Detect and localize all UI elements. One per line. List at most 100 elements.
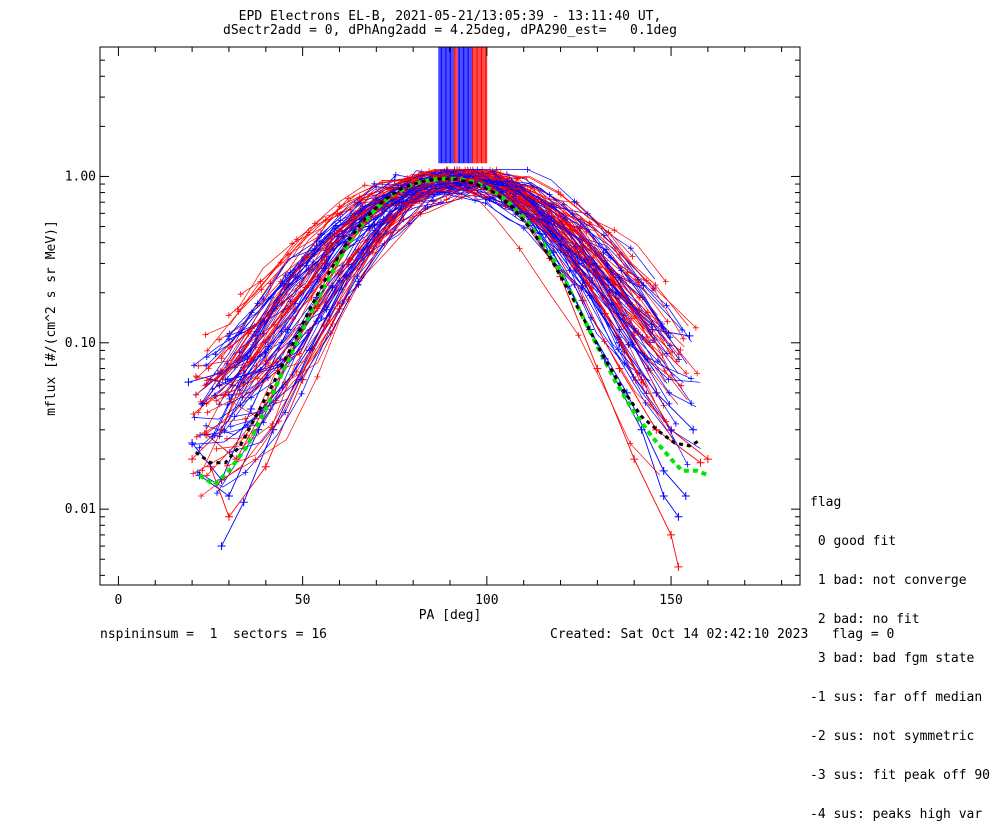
series-marker (254, 300, 261, 307)
x-tick-label: 150 (659, 593, 682, 608)
series-marker (584, 240, 591, 247)
series-marker (192, 373, 199, 380)
series-marker (197, 398, 204, 405)
series-marker (191, 414, 198, 421)
series-marker (577, 216, 584, 223)
series-marker (625, 341, 632, 348)
series-marker (569, 211, 576, 218)
series-marker (224, 401, 231, 408)
series-marker (514, 175, 521, 182)
footer-created-info: Created: Sat Oct 14 02:42:10 2023 flag =… (550, 627, 895, 642)
series-marker (600, 232, 607, 239)
series-marker (267, 294, 274, 301)
series-marker (234, 306, 241, 313)
series-marker (227, 423, 234, 430)
series-marker (196, 444, 203, 451)
top-bars-layer (438, 47, 488, 164)
series-line (206, 180, 661, 476)
series-marker (190, 470, 197, 477)
series-marker (644, 309, 651, 316)
series-marker (275, 418, 282, 425)
series-marker (213, 445, 220, 452)
flag-legend: flag 0 good fit 1 bad: not converge 2 ba… (810, 470, 990, 834)
series-marker (335, 270, 342, 277)
series-marker (225, 312, 232, 319)
series-marker (204, 347, 211, 354)
series-marker (242, 415, 249, 422)
series-line (198, 169, 685, 367)
series-marker (322, 217, 329, 223)
series-marker (605, 229, 612, 236)
fit-curve-black (194, 177, 702, 465)
series-line (219, 170, 701, 386)
series-marker (666, 400, 673, 407)
series-marker (184, 378, 193, 387)
series-marker (601, 338, 608, 345)
series-marker (252, 344, 259, 351)
series-marker (352, 249, 359, 256)
series-line (204, 178, 675, 435)
axes-layer: 0 50 100 150 0.01 0.10 1.00 (65, 46, 801, 608)
series-marker (371, 221, 378, 228)
series-marker (642, 399, 649, 406)
series-marker (231, 413, 238, 420)
x-tick-label: 50 (295, 593, 311, 608)
series-marker (224, 462, 230, 469)
series-marker (570, 264, 577, 270)
series-line (200, 177, 648, 403)
series-marker (652, 282, 659, 288)
series-marker (662, 278, 669, 285)
series-marker (529, 217, 536, 224)
series-marker (314, 305, 321, 312)
series-marker (516, 245, 523, 252)
series-marker (254, 375, 261, 382)
series-marker (678, 382, 685, 389)
series-marker (577, 246, 584, 253)
series-marker (566, 247, 572, 254)
series-marker (326, 312, 333, 319)
series-marker (557, 191, 564, 198)
series-marker (298, 390, 305, 397)
series-marker (659, 491, 668, 500)
series-marker (627, 245, 634, 252)
series-marker (486, 196, 493, 203)
series-marker (524, 166, 531, 173)
series-marker (345, 296, 352, 303)
series-marker (340, 233, 347, 240)
series-marker (616, 334, 622, 341)
flag-legend-item: 2 bad: no fit (810, 612, 920, 627)
series-marker (193, 391, 200, 398)
series-marker (355, 278, 362, 285)
series-marker (335, 233, 342, 240)
series-line (231, 193, 666, 417)
series-marker (546, 191, 553, 198)
series-marker (631, 314, 638, 320)
series-line (192, 169, 670, 445)
series-marker (242, 469, 249, 476)
series-marker (195, 363, 202, 369)
y-tick-label: 0.01 (65, 502, 96, 517)
series-marker (616, 326, 623, 333)
series-marker (216, 382, 223, 389)
series-marker (336, 203, 343, 210)
series-marker (190, 411, 197, 417)
series-marker (559, 229, 566, 236)
series-marker (302, 253, 309, 260)
series-marker (630, 455, 639, 464)
series-marker (317, 276, 324, 283)
series-marker (217, 542, 226, 551)
series-marker (418, 169, 425, 176)
series-marker (274, 362, 281, 368)
series-marker (555, 188, 562, 195)
footer-spin-info: nspininsum = 1 sectors = 16 (100, 627, 327, 642)
series-marker (548, 203, 555, 210)
series-marker (198, 493, 205, 499)
series-marker (345, 195, 352, 202)
series-marker (658, 323, 665, 330)
series-marker (305, 282, 312, 288)
series-marker (193, 433, 200, 440)
series-marker (248, 394, 255, 401)
series-marker (692, 324, 699, 331)
series-marker (216, 336, 223, 343)
series-marker (591, 260, 598, 267)
